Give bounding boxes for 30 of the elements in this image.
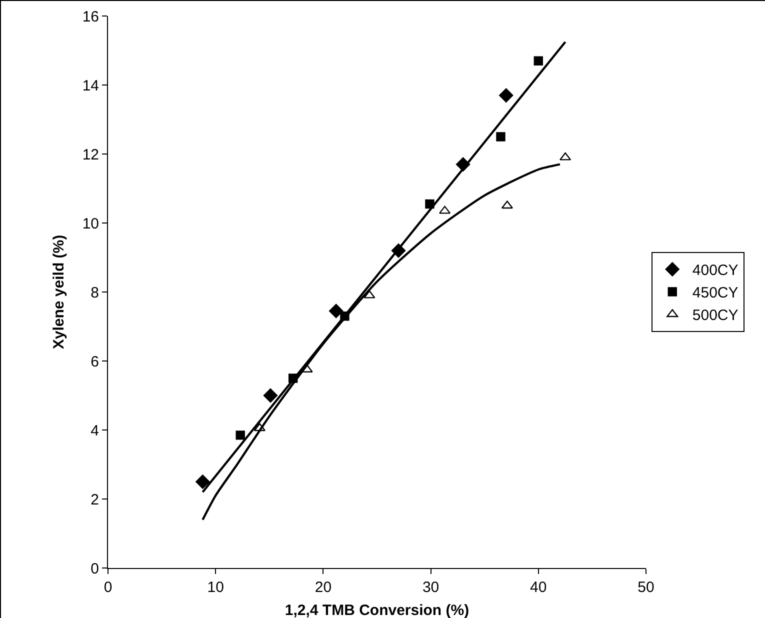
y-tick-label: 8 (90, 284, 99, 302)
legend-label: 450CY (692, 284, 738, 302)
y-tick-label: 14 (82, 77, 99, 94)
y-tick-label: 16 (82, 8, 99, 26)
point (496, 132, 506, 142)
legend-label: 500CY (692, 307, 738, 324)
point (534, 56, 543, 66)
point (236, 430, 245, 440)
point (560, 152, 572, 160)
y-tick-label: 10 (82, 215, 99, 232)
point (364, 290, 376, 298)
point (329, 304, 344, 318)
x-tick-label: 40 (530, 579, 547, 596)
point (501, 200, 513, 209)
x-tick-label: 30 (422, 579, 440, 596)
y-axis-title: Xylene yeild (%) (50, 234, 68, 350)
y-tick-label: 6 (90, 353, 99, 370)
x-tick-label: 10 (207, 579, 224, 596)
y-tick-label: 2 (90, 491, 99, 508)
y-tick-label: 0 (90, 560, 99, 578)
legend-label: 400CY (692, 262, 738, 280)
point (499, 88, 514, 102)
y-tick-label: 4 (90, 422, 99, 440)
x-axis-title: 1,2,4 TMB Conversion (%) (284, 602, 470, 618)
y-tick-label: 12 (82, 146, 99, 164)
point (196, 474, 210, 489)
point (263, 388, 278, 403)
x-tick-label: 50 (638, 579, 654, 596)
x-tick-label: 0 (104, 579, 112, 596)
x-tick-label: 20 (314, 579, 332, 596)
